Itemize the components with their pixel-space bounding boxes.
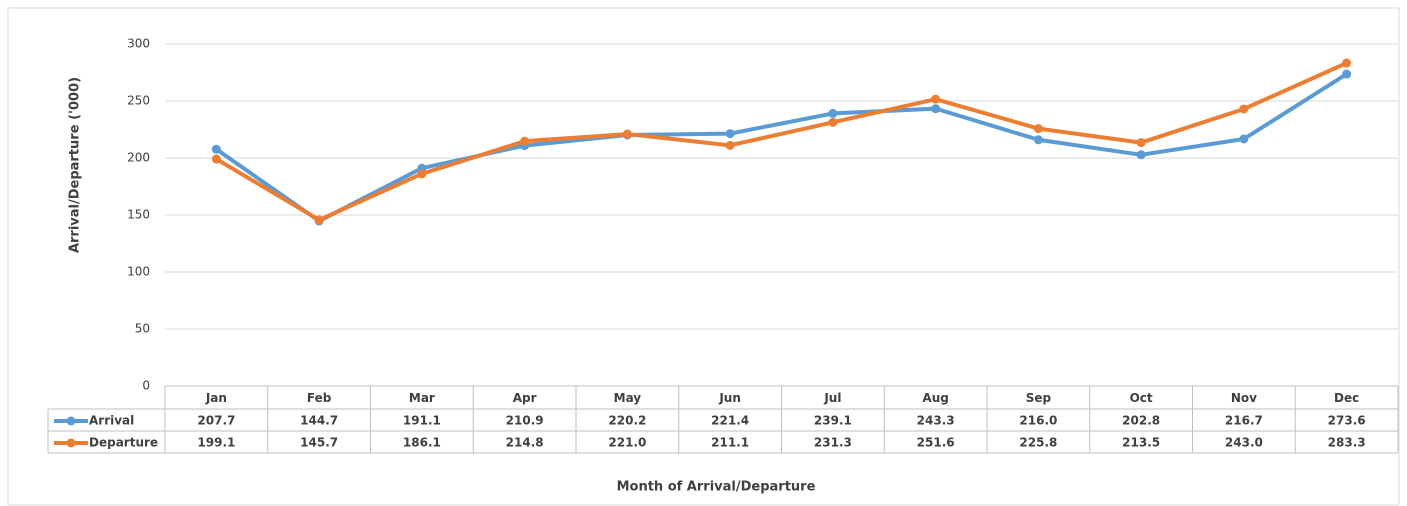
marker xyxy=(417,169,427,179)
y-tick-label: 0 xyxy=(142,379,150,393)
table-cell: 216.0 xyxy=(1019,414,1057,428)
x-tick-label: Oct xyxy=(1130,391,1153,405)
x-tick-label: Jul xyxy=(823,391,841,405)
marker xyxy=(211,154,221,164)
marker xyxy=(828,108,838,118)
marker xyxy=(1342,58,1352,68)
marker xyxy=(1033,135,1043,145)
x-tick-label: Dec xyxy=(1334,391,1359,405)
y-axis-title: Arrival/Departure ('000) xyxy=(68,77,83,253)
y-tick-label: 250 xyxy=(127,94,150,108)
x-tick-label: May xyxy=(614,391,642,405)
table-cell: 221.0 xyxy=(608,436,646,450)
table-cell: 211.1 xyxy=(711,436,749,450)
legend-marker xyxy=(66,416,76,426)
table-cell: 199.1 xyxy=(197,436,235,450)
table-cell: 220.2 xyxy=(608,414,646,428)
y-tick-label: 200 xyxy=(127,151,150,165)
table-cell: 231.3 xyxy=(814,436,852,450)
marker xyxy=(211,144,221,154)
table-cell: 213.5 xyxy=(1122,436,1160,450)
x-tick-label: Jan xyxy=(205,391,227,405)
table-cell: 243.3 xyxy=(917,414,955,428)
marker xyxy=(1342,69,1352,79)
table-cell: 186.1 xyxy=(403,436,441,450)
marker xyxy=(725,129,735,139)
marker xyxy=(931,94,941,104)
table-cell: 214.8 xyxy=(506,436,544,450)
marker xyxy=(1239,134,1249,144)
x-tick-label: Jun xyxy=(718,391,741,405)
marker xyxy=(622,129,632,139)
table-cell: 221.4 xyxy=(711,414,749,428)
y-tick-label: 50 xyxy=(135,322,150,336)
table-cell: 202.8 xyxy=(1122,414,1160,428)
marker xyxy=(1136,138,1146,148)
x-axis-title: Month of Arrival/Departure xyxy=(617,480,816,495)
marker xyxy=(931,104,941,114)
table-cell: 251.6 xyxy=(917,436,955,450)
marker xyxy=(828,117,838,127)
x-tick-label: Apr xyxy=(513,391,537,405)
table-cell: 191.1 xyxy=(403,414,441,428)
legend-label: Departure xyxy=(89,436,158,450)
table-cell: 207.7 xyxy=(197,414,235,428)
marker xyxy=(314,215,324,225)
x-tick-label: Aug xyxy=(922,391,948,405)
table-cell: 239.1 xyxy=(814,414,852,428)
line xyxy=(215,61,1348,222)
marker xyxy=(1136,150,1146,160)
x-tick-label: Sep xyxy=(1026,391,1052,405)
marker xyxy=(1033,124,1043,134)
marker xyxy=(725,140,735,150)
table-cell: 210.9 xyxy=(506,414,544,428)
legend-label: Arrival xyxy=(89,414,134,428)
table-cell: 145.7 xyxy=(300,436,338,450)
table-cell: 283.3 xyxy=(1328,436,1366,450)
table-cell: 243.0 xyxy=(1225,436,1263,450)
chart-border xyxy=(7,7,1400,506)
table-cell: 144.7 xyxy=(300,414,338,428)
x-tick-label: Mar xyxy=(409,391,435,405)
marker xyxy=(520,136,530,146)
y-tick-label: 150 xyxy=(127,208,150,222)
table-cell: 225.8 xyxy=(1019,436,1057,450)
y-tick-label: 100 xyxy=(127,265,150,279)
line xyxy=(215,72,1348,224)
table-cell: 273.6 xyxy=(1328,414,1366,428)
legend-marker xyxy=(66,438,76,448)
y-tick-label: 300 xyxy=(127,37,150,51)
marker xyxy=(1239,104,1249,114)
table-cell: 216.7 xyxy=(1225,414,1263,428)
x-tick-label: Feb xyxy=(307,391,332,405)
x-tick-label: Nov xyxy=(1231,391,1257,405)
